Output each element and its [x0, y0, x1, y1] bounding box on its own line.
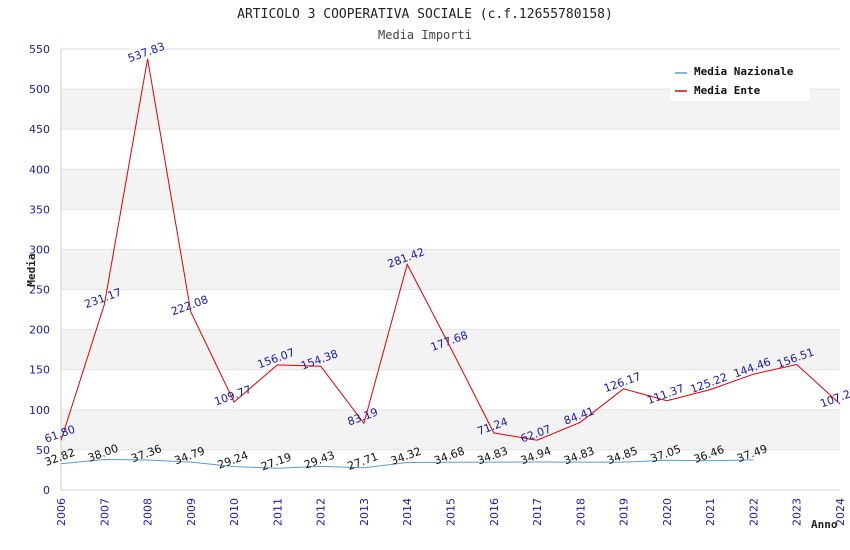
data-label: 126.17	[602, 370, 643, 395]
x-tick-label: 2018	[574, 498, 587, 526]
x-tick-label: 2009	[185, 498, 198, 526]
legend-label-media-nazionale: Media Nazionale	[694, 65, 794, 78]
series-line-media-nazionale	[60, 458, 754, 469]
x-tick-label: 2010	[228, 498, 241, 526]
y-tick-label: 200	[29, 324, 50, 337]
y-tick-label: 300	[29, 243, 50, 256]
x-tick-label: 2015	[445, 498, 458, 526]
grid-bands	[61, 48, 840, 491]
grid-band	[61, 329, 840, 370]
data-label: 27.71	[346, 450, 380, 473]
grid-band	[61, 169, 840, 210]
y-tick-label: 350	[29, 203, 50, 216]
series-line-media-ente	[60, 58, 841, 441]
data-label: 109.77	[213, 383, 254, 408]
data-label: 27.19	[259, 450, 293, 473]
x-axis-ticks: 2006 2007 2008 2009 2010 2011 2012 2013 2014 2015…	[55, 498, 847, 526]
grid-band	[61, 249, 840, 290]
chart-subtitle: Media Importi	[378, 28, 472, 42]
x-tick-label: 2022	[747, 498, 760, 526]
legend-background	[670, 61, 810, 101]
y-tick-label: 100	[29, 404, 50, 417]
x-tick-label: 2006	[55, 498, 68, 526]
y-axis-label: Media	[25, 253, 38, 286]
x-tick-label: 2017	[531, 498, 544, 526]
x-tick-label: 2011	[271, 498, 284, 526]
x-tick-label: 2021	[704, 498, 717, 526]
y-tick-label: 400	[29, 163, 50, 176]
x-tick-label: 2014	[401, 498, 414, 526]
y-tick-label: 450	[29, 123, 50, 136]
x-tick-label: 2008	[142, 498, 155, 526]
data-label: 29.24	[216, 449, 250, 472]
y-tick-label: 150	[29, 364, 50, 377]
x-tick-label: 2023	[791, 498, 804, 526]
data-label: 222.08	[169, 293, 210, 318]
x-tick-label: 2024	[834, 498, 847, 526]
data-label: 111.37	[645, 382, 686, 407]
series-lines	[60, 58, 841, 469]
y-tick-label: 250	[29, 284, 50, 297]
x-tick-label: 2016	[488, 498, 501, 526]
x-axis-label: Anno	[811, 518, 838, 531]
x-tick-label: 2020	[661, 498, 674, 526]
y-tick-label: 500	[29, 83, 50, 96]
x-tick-label: 2019	[618, 498, 631, 526]
y-axis-ticks: 0 50 100 150 200 250 300 350 400 450 500 550	[29, 43, 50, 497]
data-label: 29.43	[302, 449, 336, 472]
x-tick-label: 2007	[98, 498, 111, 526]
chart-title: ARTICOLO 3 COOPERATIVA SOCIALE (c.f.1265…	[237, 7, 613, 22]
x-tick-label: 2013	[358, 498, 371, 526]
axes	[60, 49, 840, 491]
legend: Media Nazionale Media Ente	[670, 61, 810, 101]
data-label: 125.22	[689, 371, 730, 396]
y-tick-label: 50	[36, 444, 50, 457]
legend-label-media-ente: Media Ente	[694, 84, 761, 97]
y-tick-label: 0	[43, 484, 50, 497]
data-label: 537.83	[126, 40, 167, 65]
y-tick-label: 550	[29, 43, 50, 56]
grid-band	[61, 409, 840, 450]
x-tick-label: 2012	[315, 498, 328, 526]
